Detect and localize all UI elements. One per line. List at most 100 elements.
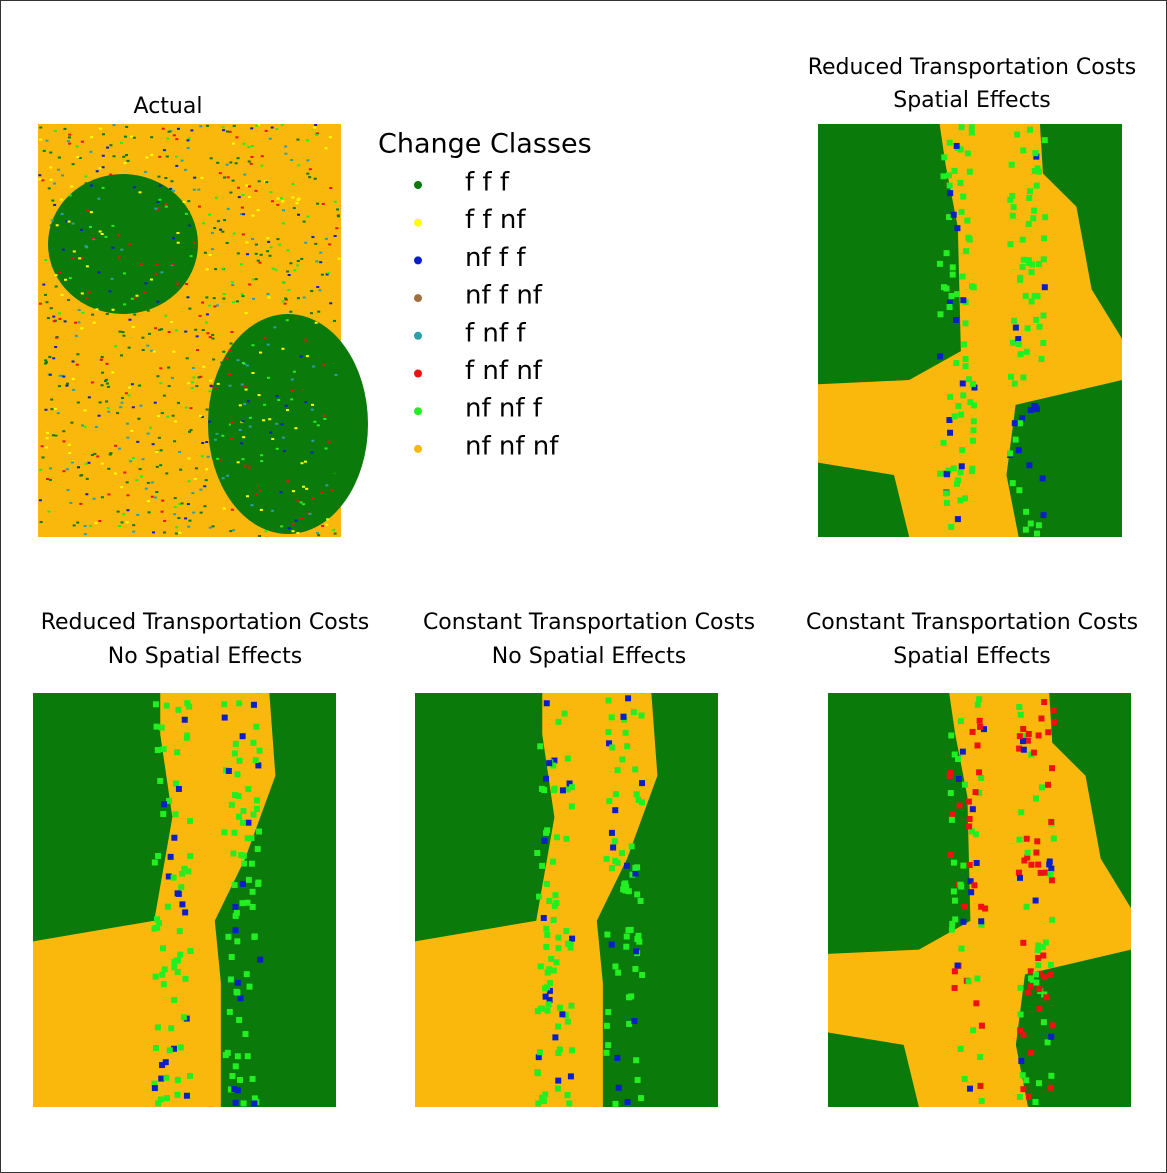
map-cell bbox=[326, 495, 329, 497]
map-cell bbox=[1018, 712, 1024, 718]
map-cell bbox=[241, 293, 244, 295]
map-cell bbox=[95, 308, 98, 310]
map-cell bbox=[959, 209, 965, 215]
map-cell bbox=[243, 512, 246, 514]
map-cell bbox=[126, 509, 129, 511]
map-cell bbox=[111, 371, 114, 373]
map-cell bbox=[122, 513, 125, 515]
map-cell bbox=[156, 299, 159, 301]
map-cell bbox=[242, 1031, 248, 1037]
map-cell bbox=[124, 294, 127, 296]
map-cell bbox=[944, 471, 950, 477]
map-cell bbox=[315, 322, 318, 324]
map-cell bbox=[307, 469, 310, 471]
map-cell bbox=[633, 1057, 639, 1063]
map-cell bbox=[117, 511, 120, 513]
map-cell bbox=[84, 525, 87, 527]
map-cell bbox=[232, 882, 238, 888]
map-cell bbox=[158, 1076, 164, 1082]
map-cell bbox=[937, 353, 943, 359]
map-cell bbox=[160, 271, 163, 273]
map-cell bbox=[38, 174, 41, 176]
map-cell bbox=[52, 357, 55, 359]
legend-marker bbox=[414, 294, 422, 302]
map-cell bbox=[136, 441, 139, 443]
map-cell bbox=[97, 198, 100, 200]
map-cell bbox=[53, 204, 56, 206]
map-cell bbox=[91, 454, 94, 456]
map-cell bbox=[330, 489, 333, 491]
map-cell bbox=[128, 347, 131, 349]
map-cell bbox=[120, 486, 123, 488]
map-cell bbox=[187, 526, 190, 528]
map-cell bbox=[46, 478, 49, 480]
map-cell bbox=[273, 334, 276, 336]
map-cell bbox=[176, 232, 179, 234]
map-cell bbox=[125, 392, 128, 394]
map-cell bbox=[50, 408, 53, 410]
map-cell bbox=[73, 290, 76, 292]
map-cell bbox=[233, 233, 236, 235]
map-cell bbox=[193, 189, 196, 191]
legend-label: f nf f bbox=[465, 318, 526, 348]
map-cell bbox=[281, 124, 284, 126]
map-cell bbox=[1026, 731, 1032, 737]
map-cell bbox=[295, 458, 298, 460]
map-cell bbox=[240, 733, 246, 739]
map-cell bbox=[225, 1050, 231, 1056]
map-cell bbox=[153, 351, 156, 353]
map-cell bbox=[1017, 420, 1023, 426]
map-cell bbox=[300, 518, 303, 520]
map-cell bbox=[119, 331, 122, 333]
map-cell bbox=[1026, 195, 1032, 201]
map-cell bbox=[333, 320, 336, 322]
map-cell bbox=[170, 180, 173, 182]
map-cell bbox=[84, 195, 87, 197]
map-cell bbox=[1025, 850, 1031, 856]
map-cell bbox=[223, 219, 226, 221]
map-cell bbox=[1011, 204, 1017, 210]
map-cell bbox=[155, 273, 158, 275]
map-cell bbox=[222, 129, 225, 131]
map-cell bbox=[149, 244, 152, 246]
map-cell bbox=[953, 317, 959, 323]
map-cell bbox=[951, 888, 957, 894]
map-cell bbox=[99, 304, 102, 306]
map-cell bbox=[265, 434, 268, 436]
map-cell bbox=[1035, 955, 1041, 961]
map-cell bbox=[569, 936, 575, 942]
map-cell bbox=[1048, 962, 1054, 968]
map-cell bbox=[960, 919, 966, 925]
map-cell bbox=[175, 329, 178, 331]
map-cell bbox=[284, 303, 287, 305]
map-cell bbox=[73, 250, 76, 252]
map-cell bbox=[969, 130, 975, 136]
map-cell bbox=[326, 518, 329, 520]
map-cell bbox=[167, 1047, 173, 1053]
map-cell bbox=[543, 776, 549, 782]
map-cell bbox=[199, 125, 202, 127]
map-cell bbox=[606, 798, 612, 804]
map-cell bbox=[325, 484, 328, 486]
map-cell bbox=[164, 1095, 170, 1101]
map-cell bbox=[960, 297, 966, 303]
map-cell bbox=[251, 344, 254, 346]
map-cell bbox=[148, 333, 151, 335]
map-cell bbox=[947, 394, 953, 400]
map-cell bbox=[107, 194, 110, 196]
map-cell bbox=[208, 305, 211, 307]
map-cell bbox=[245, 241, 248, 243]
map-cell bbox=[1048, 1034, 1054, 1040]
map-cell bbox=[275, 423, 278, 425]
map-cell bbox=[336, 441, 339, 443]
map-cell bbox=[57, 412, 60, 414]
map-cell bbox=[52, 434, 55, 436]
map-cell bbox=[177, 242, 180, 244]
map-cell bbox=[76, 522, 79, 524]
map-cell bbox=[963, 356, 969, 362]
map-cell bbox=[177, 517, 180, 519]
map-cell bbox=[568, 1073, 574, 1079]
legend-label: nf nf f bbox=[465, 394, 543, 424]
map-cell bbox=[203, 485, 206, 487]
map-cell bbox=[257, 209, 260, 211]
